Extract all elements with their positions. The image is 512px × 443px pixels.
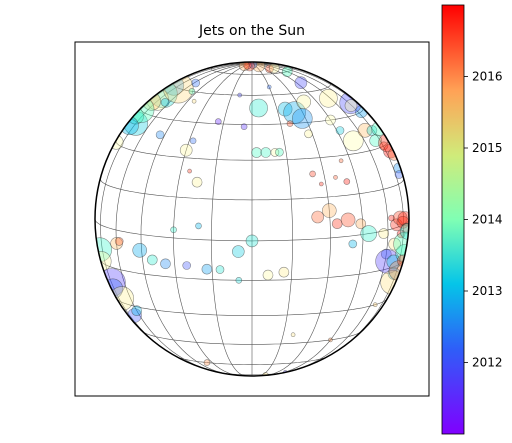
meridian-line [115, 63, 253, 371]
jet-point [342, 130, 364, 152]
jet-point [160, 98, 170, 107]
jet-point [191, 176, 203, 188]
jet-point [170, 226, 177, 234]
jet-point [325, 114, 336, 126]
colorbar [441, 4, 465, 435]
jet-point [266, 84, 272, 90]
jet-point [215, 265, 225, 274]
jet-point [262, 269, 274, 281]
meridian-line [211, 63, 253, 377]
jet-point [195, 222, 202, 230]
jet-point [319, 89, 338, 108]
jet-point [278, 266, 290, 278]
meridian-line [173, 63, 253, 376]
jet-point [294, 76, 308, 89]
jet-point [304, 129, 313, 139]
jet-point [318, 181, 324, 187]
jet-point [244, 62, 255, 72]
colorbar-tick-label: 2016 [472, 70, 503, 84]
colorbar-tick-label: 2013 [472, 284, 503, 298]
jet-point [275, 147, 284, 157]
jet-point [331, 218, 343, 229]
jet-point [260, 147, 272, 158]
jet-point [372, 302, 378, 308]
jet-point [240, 123, 248, 130]
jet-point [179, 143, 193, 157]
jet-point [120, 116, 139, 135]
jet-point [108, 135, 124, 150]
jet-point [215, 118, 222, 125]
jet-point [283, 101, 306, 124]
jet-point [333, 175, 338, 180]
jet-point [378, 228, 390, 239]
axes-frame [74, 41, 430, 397]
jet-point [343, 178, 351, 185]
jet-point [251, 147, 262, 158]
jet-point [131, 305, 142, 317]
jet-point [201, 263, 213, 275]
jet-point [338, 158, 344, 164]
jet-point [189, 137, 197, 145]
scatter-points [95, 62, 409, 376]
jet-point [160, 258, 171, 270]
jet-point [235, 276, 243, 284]
jet-point [132, 243, 147, 258]
jet-point [191, 98, 197, 104]
colorbar-ticks: 2012 2013 2014 2015 2016 [464, 70, 503, 370]
colorbar-tick-label: 2015 [472, 141, 503, 155]
jet-point [321, 203, 337, 218]
jet-point [286, 120, 294, 127]
jet-point [147, 254, 158, 266]
jet-point [344, 99, 358, 112]
jet-point [355, 218, 367, 230]
sun-limb [94, 61, 410, 377]
jet-point [187, 168, 192, 174]
jet-point [290, 332, 296, 338]
jet-point [155, 130, 165, 140]
jet-point [114, 237, 124, 246]
meridian-line [251, 63, 389, 371]
jet-point [328, 337, 333, 343]
colorbar-tick-label: 2012 [472, 356, 503, 370]
meridian-line [251, 63, 331, 376]
jet-point [378, 133, 397, 153]
meridian-line [251, 63, 405, 357]
jet-point [270, 148, 280, 157]
jet-point [401, 222, 409, 234]
jet-point [291, 108, 313, 129]
jet-point [249, 98, 268, 118]
meridian-line [251, 63, 293, 377]
jet-point [396, 229, 406, 239]
meridian-line [140, 63, 253, 375]
jet-point [238, 62, 250, 71]
jet-point [281, 66, 293, 77]
jet-point [309, 170, 316, 178]
jet-point [335, 126, 345, 135]
meridian-line [251, 63, 364, 375]
chart-title: Jets on the Sun [198, 23, 305, 39]
jet-point [277, 101, 293, 117]
jet-point [237, 92, 242, 98]
jet-point [340, 212, 356, 228]
jet-point [296, 94, 312, 110]
colorbar-tick-label: 2014 [472, 213, 503, 227]
jet-point [348, 239, 358, 249]
jet-point [188, 88, 196, 95]
jet-point [388, 237, 401, 251]
jet-point [387, 148, 401, 161]
jet-point [182, 261, 191, 270]
jet-point [360, 225, 378, 242]
jet-point [191, 78, 200, 88]
jet-point [203, 359, 211, 366]
jet-point [311, 210, 325, 224]
jet-point [245, 234, 259, 248]
jet-point [232, 245, 245, 258]
jet-point [162, 72, 194, 104]
